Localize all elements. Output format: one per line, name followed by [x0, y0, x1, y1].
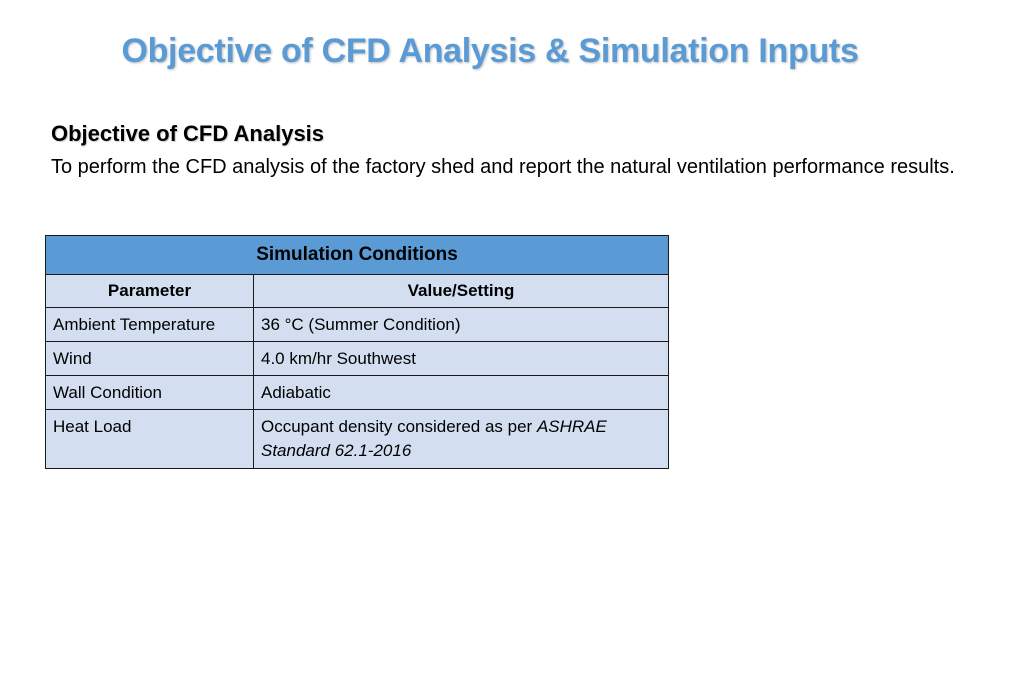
parameter-cell: Wind [45, 341, 254, 376]
column-header-parameter: Parameter [45, 274, 254, 308]
table-caption: Simulation Conditions [45, 235, 669, 275]
table-row: Heat Load Occupant density considered as… [45, 409, 669, 469]
table-header-row: Parameter Value/Setting [45, 274, 669, 308]
table-row: Ambient Temperature 36 °C (Summer Condit… [45, 307, 669, 342]
simulation-conditions-table: Simulation Conditions Parameter Value/Se… [45, 235, 669, 469]
parameter-cell: Wall Condition [45, 375, 254, 410]
column-header-value: Value/Setting [253, 274, 669, 308]
value-cell: Occupant density considered as per ASHRA… [253, 409, 669, 469]
value-cell: 36 °C (Summer Condition) [253, 307, 669, 342]
value-cell: Adiabatic [253, 375, 669, 410]
page-title: Objective of CFD Analysis & Simulation I… [121, 32, 859, 70]
objective-text: To perform the CFD analysis of the facto… [51, 156, 955, 178]
value-cell: 4.0 km/hr Southwest [253, 341, 669, 376]
table-row: Wind 4.0 km/hr Southwest [45, 341, 669, 376]
table-row: Wall Condition Adiabatic [45, 375, 669, 410]
parameter-cell: Heat Load [45, 409, 254, 469]
value-text: Occupant density considered as per [261, 417, 537, 436]
standard-reference: ASHRAE Standard 62.1-2016 [261, 417, 607, 460]
objective-heading: Objective of CFD Analysis [51, 121, 325, 146]
table-caption-row: Simulation Conditions [45, 235, 669, 275]
parameter-cell: Ambient Temperature [45, 307, 254, 342]
